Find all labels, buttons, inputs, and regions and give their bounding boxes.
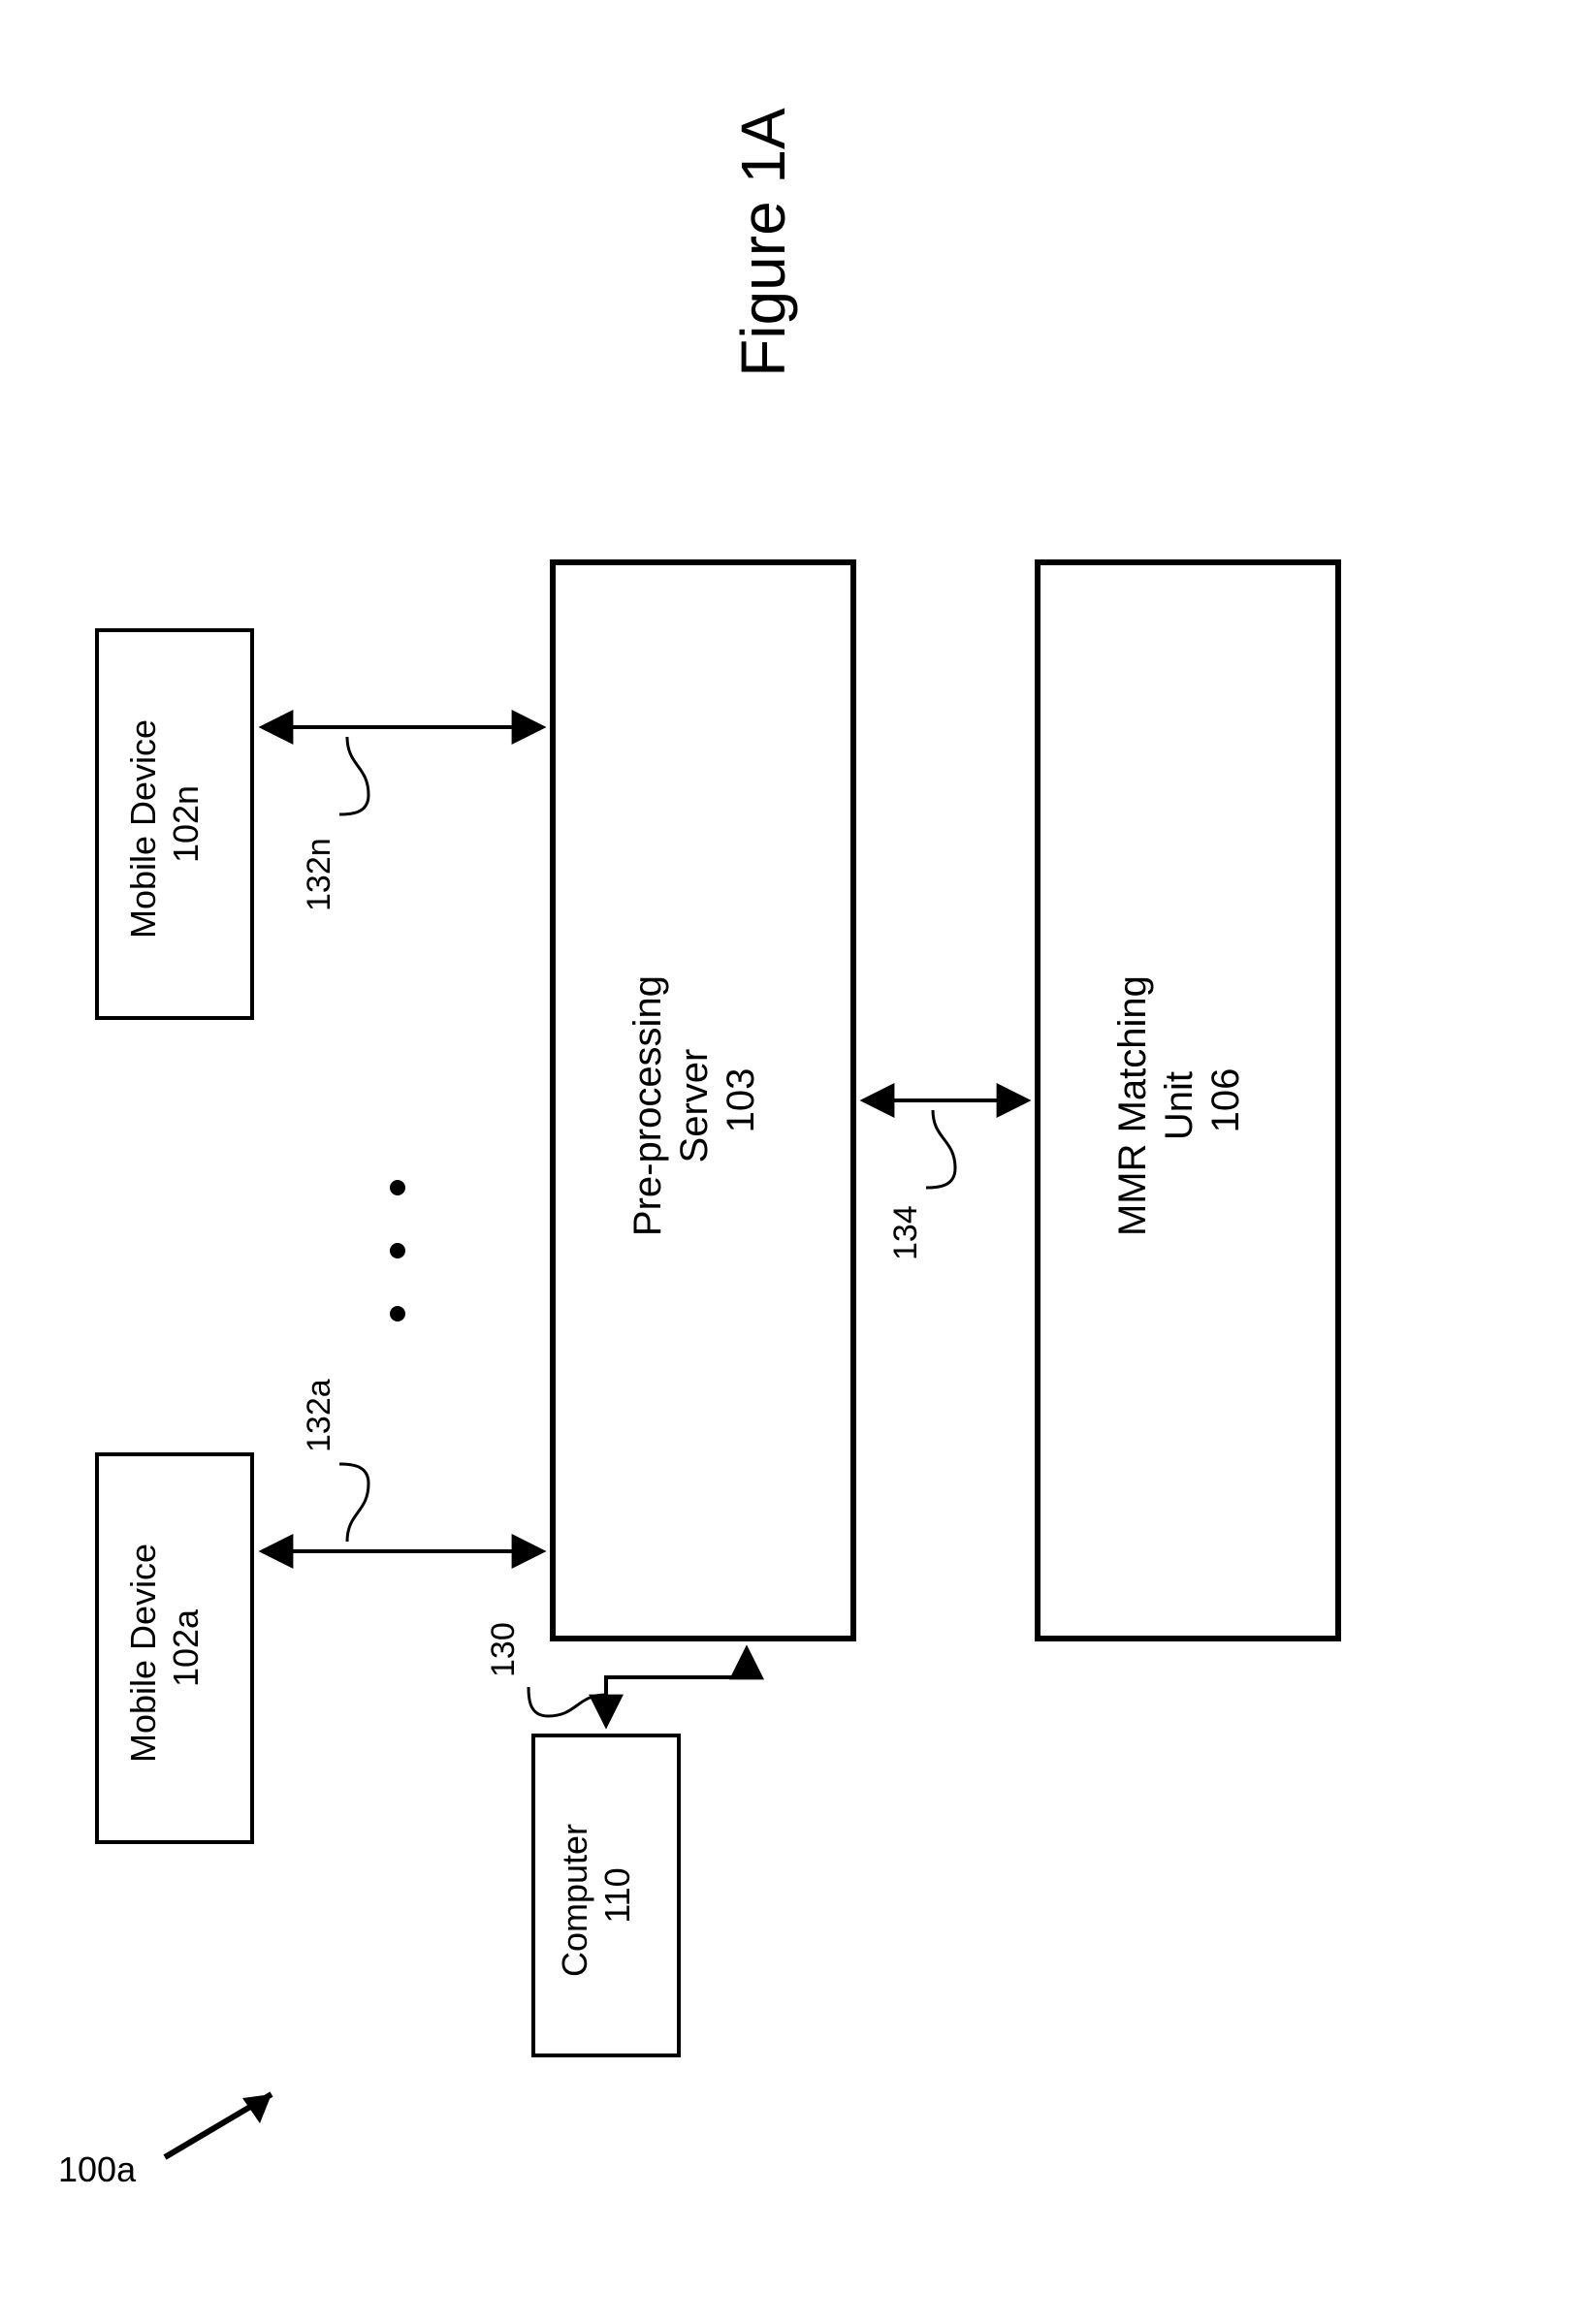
mobile-a-label: Mobile Device [123, 1544, 163, 1763]
computer-label: Computer [555, 1824, 594, 1977]
node-preprocessing-server: Pre-processing Server 103 [553, 562, 853, 1639]
edge-134: 134 [863, 1100, 1028, 1260]
edge-132a-label: 132a [301, 1379, 337, 1452]
preproc-label1: Pre-processing [626, 975, 669, 1236]
reference-label: 100a [58, 2094, 272, 2189]
mobile-a-ref: 102a [166, 1608, 206, 1687]
mmr-label1: MMR Matching [1111, 975, 1154, 1236]
edge-134-label: 134 [887, 1205, 924, 1260]
computer-ref: 110 [597, 1867, 637, 1923]
node-mobile-device-n: Mobile Device 102n [97, 630, 252, 1018]
reference-number: 100a [58, 2149, 137, 2189]
edge-132n: 132n [262, 727, 543, 911]
mobile-n-label: Mobile Device [123, 719, 163, 939]
edge-132a: 132a [262, 1379, 543, 1551]
node-mobile-device-a: Mobile Device 102a [97, 1454, 252, 1842]
ellipsis-icon [390, 1180, 405, 1321]
figure-title: Figure 1A [728, 108, 798, 377]
mmr-label2: Unit [1158, 1071, 1201, 1140]
node-computer: Computer 110 [533, 1735, 679, 2055]
edge-130-label: 130 [485, 1622, 522, 1677]
node-mmr-matching-unit: MMR Matching Unit 106 [1038, 562, 1338, 1639]
preproc-label2: Server [673, 1049, 716, 1163]
edge-132n-label: 132n [301, 838, 337, 911]
figure-1a-diagram: 100a Mobile Device 102a Mobile Device 10… [0, 0, 1569, 2324]
preproc-ref: 103 [720, 1068, 762, 1133]
mobile-n-ref: 102n [166, 785, 206, 863]
mmr-ref: 106 [1204, 1068, 1247, 1133]
